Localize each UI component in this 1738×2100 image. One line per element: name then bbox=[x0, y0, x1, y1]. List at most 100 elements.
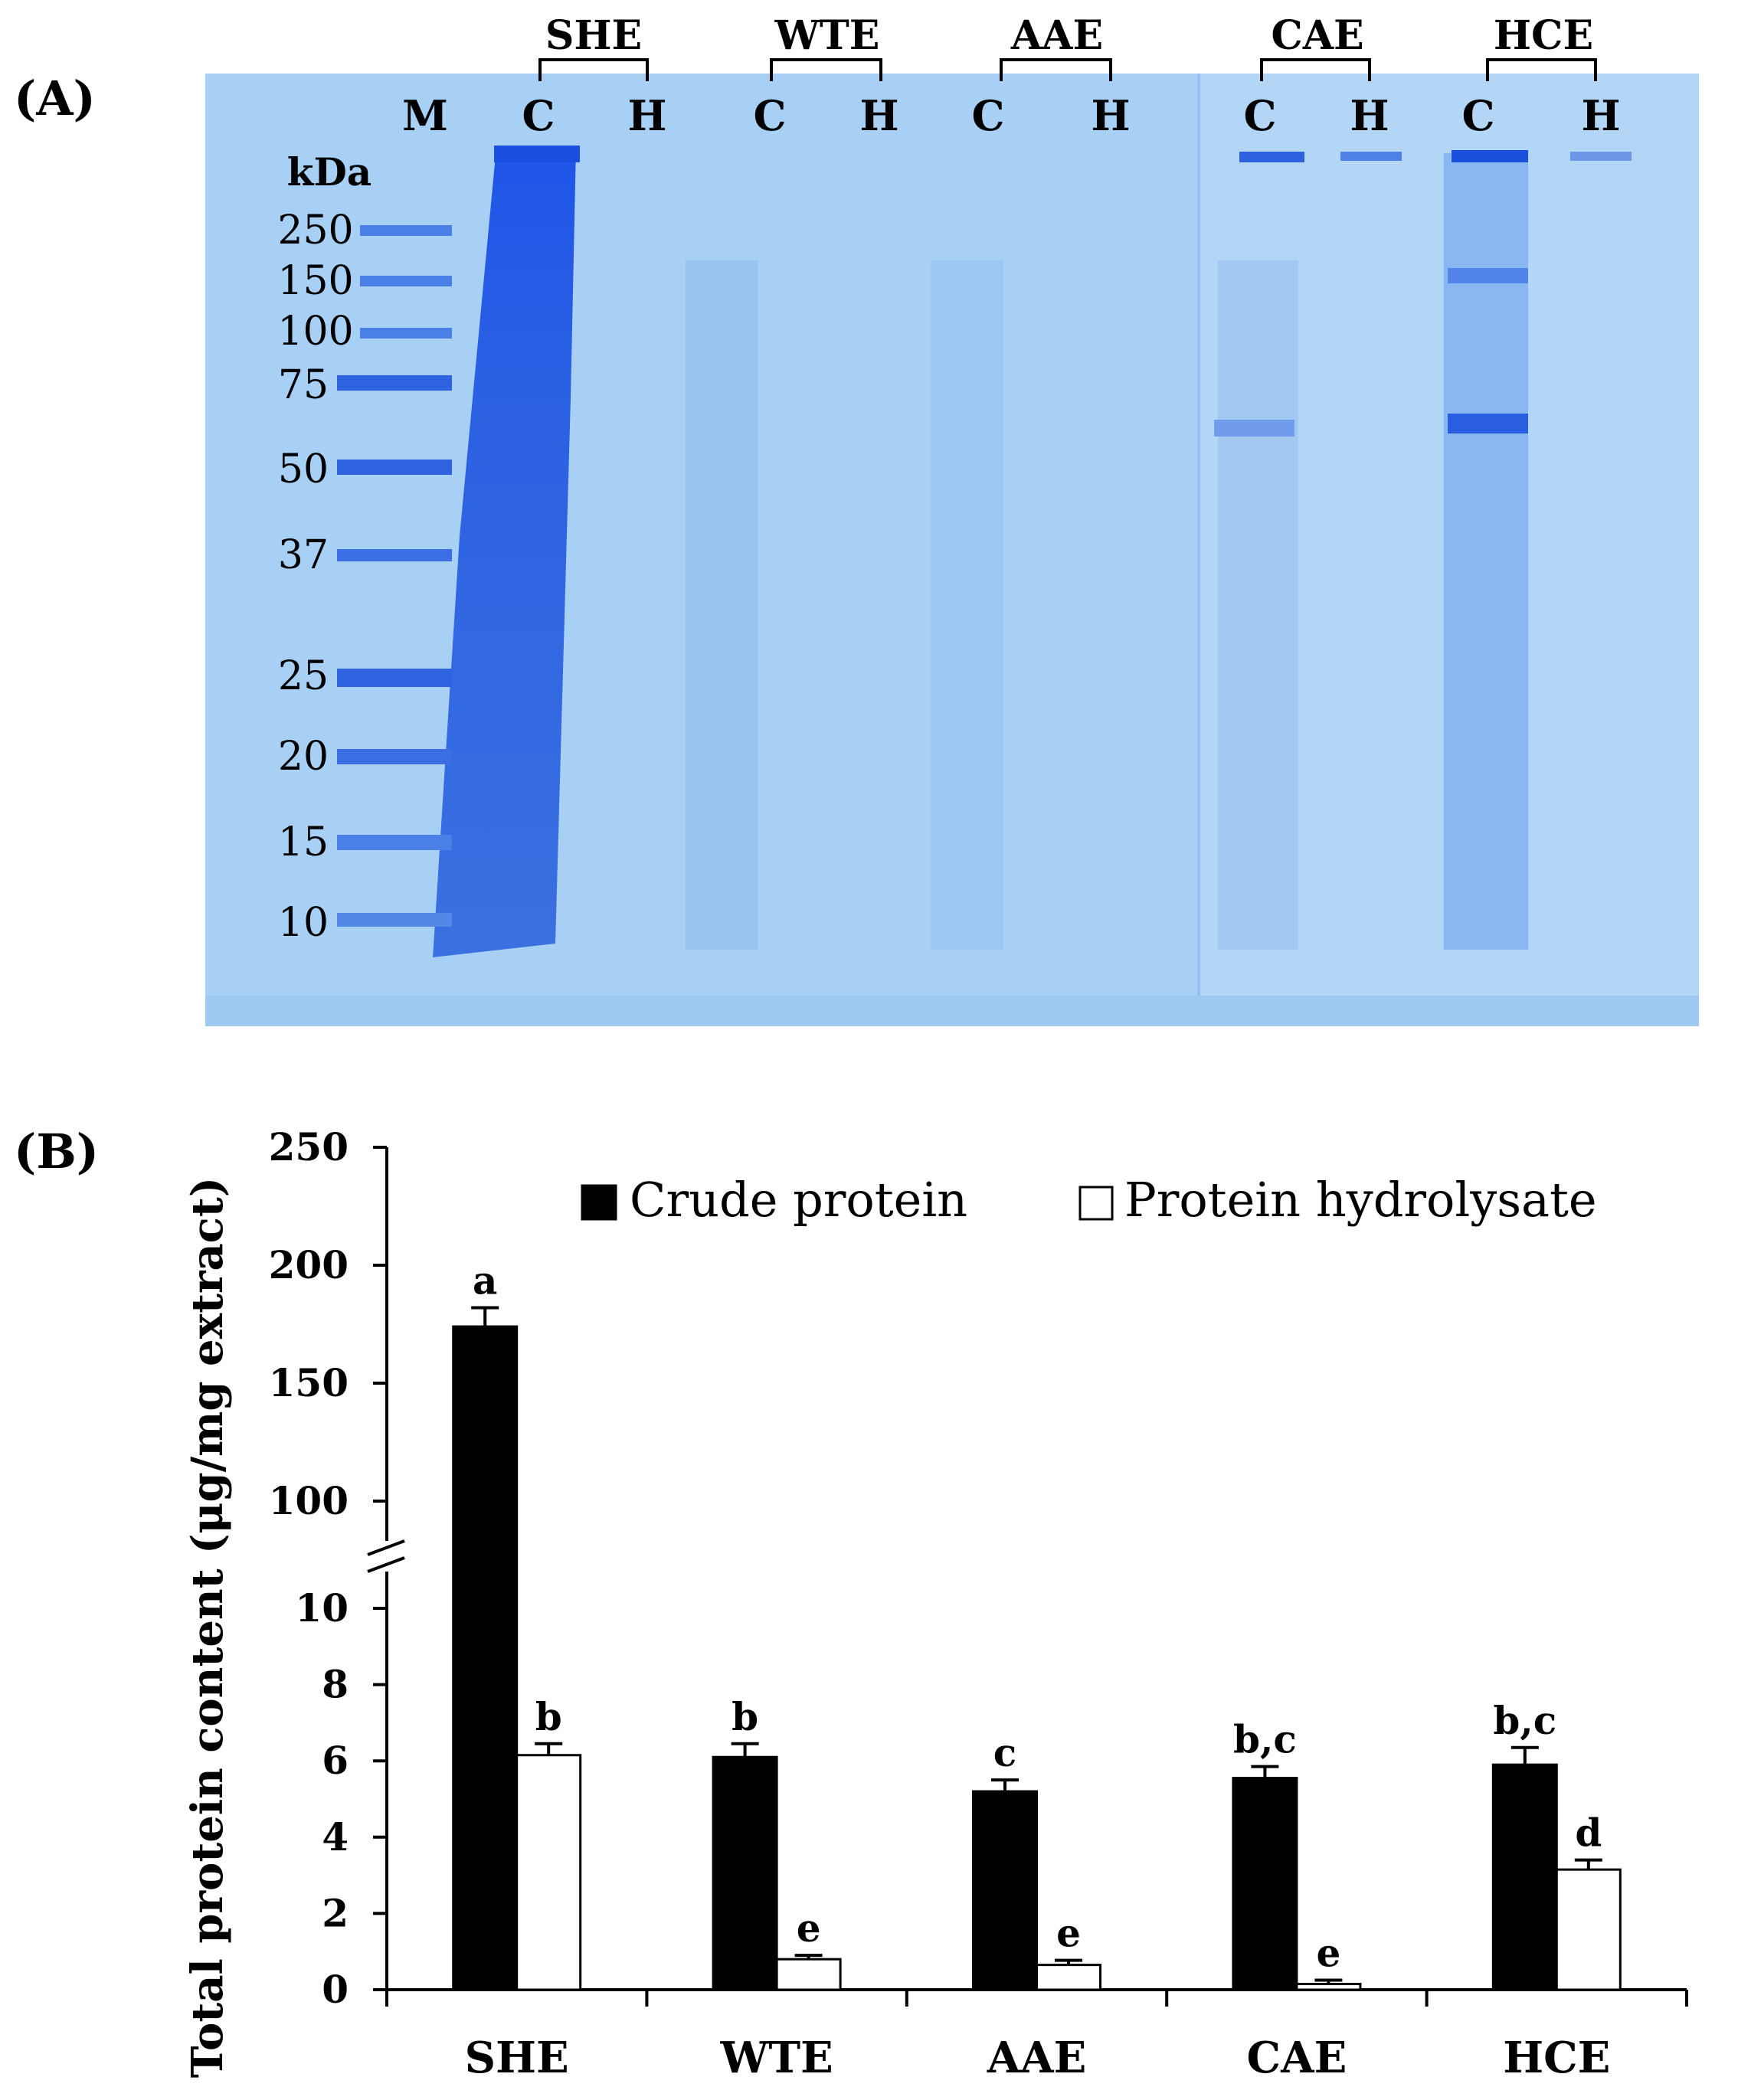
significance-letter: c bbox=[993, 1730, 1016, 1775]
bar-crude-protein bbox=[712, 1755, 778, 1991]
group-brackets bbox=[538, 58, 1597, 81]
lane-label-wte-c: C bbox=[754, 91, 787, 140]
bar-protein-hydrolysate bbox=[1036, 1964, 1101, 1991]
lane-label-aae-c: C bbox=[972, 91, 1005, 140]
axis-break-mark bbox=[367, 1556, 405, 1573]
lane-label-hce-h: H bbox=[1581, 91, 1620, 140]
marker-band bbox=[337, 913, 452, 927]
lane-hce-c-well-band bbox=[1452, 150, 1528, 162]
y-tick-label: 250 bbox=[269, 1124, 349, 1169]
marker-size-label: 50 bbox=[278, 446, 329, 492]
y-tick-label: 0 bbox=[322, 1967, 349, 2012]
bar-crude-protein bbox=[972, 1790, 1038, 1991]
significance-letter: b,c bbox=[1233, 1717, 1297, 1762]
marker-band bbox=[337, 835, 452, 850]
legend-swatch-crude-protein bbox=[581, 1184, 617, 1221]
group-labels: SHE WTE AAE CAE HCE bbox=[545, 12, 1593, 59]
x-category-label: CAE bbox=[1247, 2033, 1347, 2083]
lane-label-wte-h: H bbox=[859, 91, 898, 140]
marker-size-label: 15 bbox=[278, 819, 329, 865]
y-tick-label: 10 bbox=[295, 1585, 349, 1631]
significance-letter: e bbox=[1056, 1911, 1081, 1956]
lane-label-cae-h: H bbox=[1350, 91, 1389, 140]
lane-hce-c-smear bbox=[1444, 153, 1528, 950]
y-tick-label: 8 bbox=[322, 1662, 349, 1707]
marker-band bbox=[337, 749, 452, 764]
lane-label-cae-c: C bbox=[1244, 91, 1277, 140]
bracket-wte bbox=[770, 58, 882, 81]
bar-protein-hydrolysate bbox=[775, 1958, 842, 1991]
group-label-she: SHE bbox=[545, 12, 642, 59]
marker-size-label: 250 bbox=[277, 208, 353, 254]
lane-label-she-h: H bbox=[627, 91, 666, 140]
marker-size-label: 75 bbox=[278, 362, 329, 408]
lane-cae-c-band-60 bbox=[1214, 420, 1294, 437]
lane-label-m: M bbox=[402, 91, 448, 140]
significance-letter: e bbox=[797, 1905, 821, 1951]
y-tick-label: 150 bbox=[269, 1360, 349, 1405]
panel-b-label: (B) bbox=[14, 1124, 99, 1179]
marker-band bbox=[337, 669, 452, 687]
marker-unit-label: kDa bbox=[287, 149, 371, 195]
bracket-aae bbox=[1000, 58, 1112, 81]
bar-crude-protein bbox=[1232, 1777, 1298, 1991]
significance-letter: e bbox=[1316, 1931, 1340, 1976]
significance-letter: b bbox=[732, 1694, 758, 1739]
lane-label-aae-h: H bbox=[1091, 91, 1130, 140]
legend-label-crude-protein: Crude protein bbox=[630, 1172, 967, 1228]
y-tick-label: 100 bbox=[269, 1478, 349, 1523]
significance-letter: b bbox=[535, 1694, 562, 1739]
marker-band bbox=[337, 375, 452, 391]
legend-label-protein-hydrolysate: Protein hydrolysate bbox=[1124, 1172, 1597, 1228]
lane-headers: M C H C H C H C H C H bbox=[402, 91, 1620, 140]
lane-hce-c-band-150 bbox=[1448, 268, 1528, 283]
marker-size-label: 25 bbox=[278, 653, 329, 699]
x-category-label: HCE bbox=[1503, 2033, 1610, 2083]
lane-wte-c-smear bbox=[686, 260, 758, 950]
marker-size-label: 150 bbox=[277, 258, 353, 304]
y-tick-label: 2 bbox=[322, 1890, 349, 1935]
group-label-cae: CAE bbox=[1271, 12, 1363, 59]
group-label-hce: HCE bbox=[1494, 12, 1593, 59]
bar-crude-protein bbox=[1491, 1763, 1558, 1991]
y-tick-label: 4 bbox=[322, 1814, 349, 1860]
group-label-aae: AAE bbox=[1010, 12, 1103, 59]
marker-size-labels: kDa 250 150 100 75 50 37 25 20 15 10 bbox=[277, 149, 371, 946]
lane-hce-h-well-band bbox=[1570, 152, 1632, 161]
x-category-label: AAE bbox=[987, 2033, 1087, 2083]
lane-cae-c-well-band bbox=[1239, 152, 1304, 162]
marker-band bbox=[360, 276, 452, 286]
gel-dye-front bbox=[205, 996, 1699, 1026]
lane-label-she-c: C bbox=[522, 91, 555, 140]
marker-band bbox=[360, 328, 452, 339]
bar-protein-hydrolysate bbox=[1295, 1983, 1362, 1991]
y-tick-label: 200 bbox=[269, 1242, 349, 1287]
x-category-label: WTE bbox=[719, 2033, 833, 2083]
bar-chart: 0 2 4 6 8 10 100 150 200 250 SHE a b WTE b e AAE c e CAE b,c… bbox=[269, 1124, 1688, 2083]
marker-lane bbox=[337, 225, 452, 927]
marker-size-label: 37 bbox=[278, 532, 329, 578]
bar-crude-protein bbox=[452, 1325, 519, 1991]
lane-aae-c-smear bbox=[931, 260, 1003, 950]
significance-letter: a bbox=[473, 1258, 497, 1303]
marker-size-label: 10 bbox=[278, 900, 329, 946]
marker-band bbox=[337, 549, 452, 561]
marker-size-label: 20 bbox=[278, 734, 329, 780]
bracket-cae bbox=[1260, 58, 1371, 81]
significance-letter: b,c bbox=[1493, 1698, 1556, 1743]
lane-she-c-well-band bbox=[494, 146, 580, 162]
marker-band bbox=[360, 225, 452, 236]
legend: Crude protein Protein hydrolysate bbox=[581, 1172, 1597, 1228]
sds-page-gel bbox=[205, 74, 1699, 1026]
lane-cae-h-well-band bbox=[1340, 152, 1402, 161]
lane-cae-c-smear bbox=[1218, 260, 1298, 950]
legend-swatch-protein-hydrolysate bbox=[1078, 1186, 1114, 1221]
y-tick-label: 6 bbox=[322, 1738, 349, 1783]
bar-protein-hydrolysate bbox=[1555, 1868, 1622, 1991]
panel-a-label: (A) bbox=[14, 70, 96, 126]
y-axis-title: Total protein content (μg/mg extract) bbox=[182, 1177, 233, 2078]
lane-label-hce-c: C bbox=[1462, 91, 1495, 140]
marker-size-label: 100 bbox=[277, 309, 353, 355]
bracket-she bbox=[538, 58, 649, 81]
